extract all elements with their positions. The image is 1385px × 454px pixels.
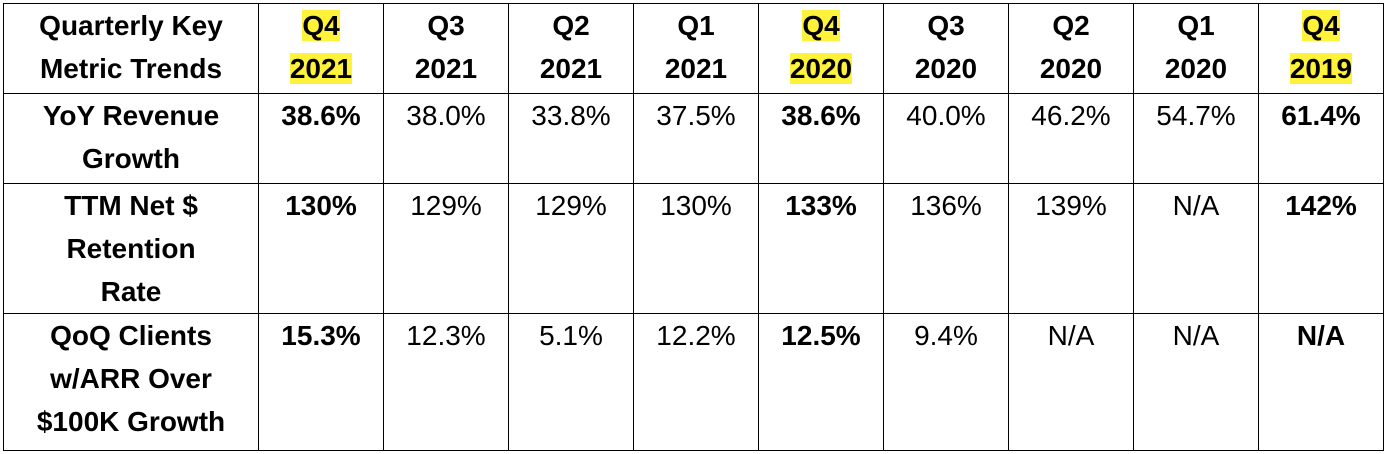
header-line: Q3: [886, 4, 1006, 47]
metrics-table: Quarterly Key Metric Trends Q4 2021 Q3 2021 Q2…: [3, 3, 1384, 451]
label-line: w/ARR Over: [50, 363, 212, 394]
header-quarter: Q1: [677, 10, 715, 41]
row-label: YoY Revenue Growth: [3, 93, 259, 184]
header-line: Q4: [1261, 4, 1381, 47]
label-line: YoY Revenue: [42, 100, 220, 131]
value-cell: 130%: [258, 183, 384, 314]
column-header: Q4 2021: [258, 3, 384, 94]
column-header: Q4 2020: [758, 3, 884, 94]
value-cell: 46.2%: [1008, 93, 1134, 184]
header-year: 2021: [664, 53, 728, 84]
data-row: QoQ Clients w/ARR Over $100K Growth 15.3% 12…: [3, 313, 1384, 451]
label-line: $100K Growth: [36, 406, 226, 437]
header-line: 2019: [1261, 47, 1381, 90]
value-cell: 33.8%: [508, 93, 634, 184]
value-cell: 40.0%: [883, 93, 1009, 184]
row-label: TTM Net $ Retention Rate: [3, 183, 259, 314]
header-year: 2020: [914, 53, 978, 84]
header-year: 2021: [539, 53, 603, 84]
header-line: 2020: [1136, 47, 1256, 90]
header-quarter: Q3: [427, 10, 465, 41]
header-line: Q1: [1136, 4, 1256, 47]
value-cell: 5.1%: [508, 313, 634, 451]
value-cell: N/A: [1258, 313, 1384, 451]
header-quarter: Q2: [1052, 10, 1090, 41]
column-header: Q3 2021: [383, 3, 509, 94]
value-cell: 61.4%: [1258, 93, 1384, 184]
value-cell: 38.6%: [758, 93, 884, 184]
header-line: 2021: [511, 47, 631, 90]
header-year: 2020: [789, 53, 853, 84]
header-year: 2020: [1164, 53, 1228, 84]
column-header: Q1 2021: [633, 3, 759, 94]
header-line: Q4: [761, 4, 881, 47]
value-cell: 129%: [508, 183, 634, 314]
row-label: QoQ Clients w/ARR Over $100K Growth: [3, 313, 259, 451]
header-line: 2020: [886, 47, 1006, 90]
value-cell: 38.0%: [383, 93, 509, 184]
header-line: Q2: [1011, 4, 1131, 47]
header-year: 2021: [414, 53, 478, 84]
value-cell: N/A: [1008, 313, 1134, 451]
header-line: 2021: [261, 47, 381, 90]
header-year: 2019: [1289, 53, 1353, 84]
label-line: Retention: [66, 233, 196, 264]
column-header: Q2 2021: [508, 3, 634, 94]
header-row: Quarterly Key Metric Trends Q4 2021 Q3 2021 Q2…: [3, 3, 1384, 94]
header-line: Q2: [511, 4, 631, 47]
header-line: 2020: [1011, 47, 1131, 90]
header-line: Q3: [386, 4, 506, 47]
header-quarter: Q2: [552, 10, 590, 41]
value-cell: 15.3%: [258, 313, 384, 451]
header-line: 2021: [386, 47, 506, 90]
value-cell: 54.7%: [1133, 93, 1259, 184]
header-quarter: Q4: [802, 10, 840, 41]
value-cell: N/A: [1133, 313, 1259, 451]
column-header: Q1 2020: [1133, 3, 1259, 94]
value-cell: 37.5%: [633, 93, 759, 184]
data-row: YoY Revenue Growth 38.6% 38.0% 33.8% 37.5% 38.…: [3, 93, 1384, 184]
header-line: 2020: [761, 47, 881, 90]
header-quarter: Q4: [1302, 10, 1340, 41]
header-line: Q4: [261, 4, 381, 47]
data-row: TTM Net $ Retention Rate 130% 129% 129% 130% 13…: [3, 183, 1384, 314]
label-line: TTM Net $: [64, 190, 198, 221]
header-quarter: Q4: [302, 10, 340, 41]
value-cell: 139%: [1008, 183, 1134, 314]
value-cell: 12.5%: [758, 313, 884, 451]
value-cell: 12.2%: [633, 313, 759, 451]
label-line: Growth: [82, 143, 180, 174]
corner-cell: Quarterly Key Metric Trends: [3, 3, 259, 94]
column-header: Q2 2020: [1008, 3, 1134, 94]
value-cell: 9.4%: [883, 313, 1009, 451]
value-cell: 130%: [633, 183, 759, 314]
corner-line: Quarterly Key: [39, 10, 223, 41]
value-cell: 12.3%: [383, 313, 509, 451]
header-line: Q1: [636, 4, 756, 47]
header-line: 2021: [636, 47, 756, 90]
column-header: Q3 2020: [883, 3, 1009, 94]
header-quarter: Q1: [1177, 10, 1215, 41]
column-header: Q4 2019: [1258, 3, 1384, 94]
label-line: QoQ Clients: [50, 320, 212, 351]
header-year: 2021: [289, 53, 353, 84]
value-cell: 129%: [383, 183, 509, 314]
value-cell: 136%: [883, 183, 1009, 314]
corner-line: Metric Trends: [39, 53, 223, 84]
header-year: 2020: [1039, 53, 1103, 84]
header-quarter: Q3: [927, 10, 965, 41]
value-cell: 133%: [758, 183, 884, 314]
value-cell: N/A: [1133, 183, 1259, 314]
label-line: Rate: [100, 276, 162, 307]
value-cell: 142%: [1258, 183, 1384, 314]
value-cell: 38.6%: [258, 93, 384, 184]
